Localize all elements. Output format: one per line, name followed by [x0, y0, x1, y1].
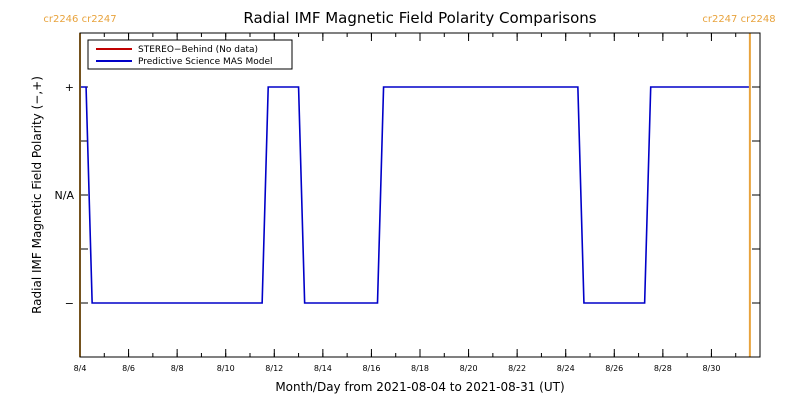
legend-label-mas-model: Predictive Science MAS Model: [138, 57, 273, 67]
x-tick-label: 8/16: [362, 364, 380, 373]
x-tick-label: 8/4: [74, 364, 87, 373]
x-tick-label: 8/8: [171, 364, 184, 373]
y-axis-label: Radial IMF Magnetic Field Polarity (−,+): [30, 76, 44, 314]
x-tick-label: 8/10: [217, 364, 235, 373]
plot-frame: [79, 32, 761, 358]
axis-ticks: 8/4 8/6 8/8 8/10 8/12 8/14 8/16 8/18 8/20 8/22 8/2…: [55, 32, 761, 373]
y-tick-label: N/A: [55, 189, 75, 202]
legend-box: [87, 39, 293, 70]
carrington-marker-label-left: cr2246 cr2247: [43, 14, 116, 25]
y-tick-label: −: [65, 297, 74, 310]
legend: STEREO−Behind (No data) Predictive Scien…: [87, 39, 293, 70]
x-tick-label: 8/6: [122, 364, 135, 373]
x-axis-label: Month/Day from 2021-08-04 to 2021-08-31 …: [275, 380, 564, 394]
x-tick-label: 8/22: [508, 364, 526, 373]
x-tick-label: 8/20: [460, 364, 478, 373]
carrington-marker-label-right: cr2247 cr2248: [702, 14, 775, 25]
carrington-markers: [79, 33, 751, 357]
x-tick-label: 8/18: [411, 364, 429, 373]
plot-data: [80, 86, 750, 304]
chart-title: Radial IMF Magnetic Field Polarity Compa…: [243, 9, 596, 27]
x-tick-label: 8/24: [557, 364, 575, 373]
x-tick-label: 8/30: [702, 364, 720, 373]
x-tick-label: 8/14: [314, 364, 332, 373]
series-line-mas-model: [80, 86, 750, 304]
legend-label-stereo-behind: STEREO−Behind (No data): [138, 45, 258, 55]
x-tick-label: 8/26: [605, 364, 623, 373]
x-tick-label: 8/28: [654, 364, 672, 373]
x-tick-label: 8/12: [265, 364, 283, 373]
y-tick-label: +: [65, 81, 74, 94]
